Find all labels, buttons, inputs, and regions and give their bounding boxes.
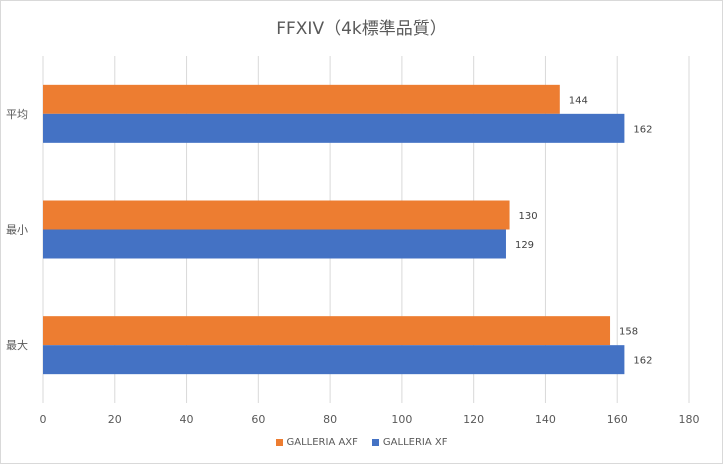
y-category-label: 平均 (6, 108, 28, 121)
x-tick-label: 80 (323, 413, 337, 426)
x-tick-label: 20 (108, 413, 122, 426)
legend-swatch (275, 439, 283, 446)
data-label: 144 (569, 95, 588, 106)
bar (43, 316, 611, 346)
y-category-label: 最小 (6, 224, 28, 237)
x-tick-label: 140 (535, 413, 556, 426)
x-tick-label: 160 (607, 413, 628, 426)
data-label: 129 (515, 240, 534, 251)
legend-label: GALLERIA XF (382, 437, 448, 448)
bar (43, 84, 560, 114)
data-label: 130 (519, 211, 538, 222)
bar (43, 113, 625, 143)
x-tick-label: 100 (391, 413, 412, 426)
y-category-label: 最大 (6, 338, 28, 352)
data-label: 162 (633, 124, 652, 135)
x-tick-label: 120 (463, 413, 484, 426)
legend-label: GALLERIA AXF (286, 437, 358, 448)
x-tick-label: 0 (40, 413, 47, 426)
bar (43, 229, 506, 259)
x-tick-label: 40 (180, 413, 194, 426)
bar (43, 345, 625, 375)
data-label: 162 (633, 356, 652, 367)
legend-item: GALLERIA XF (371, 437, 448, 448)
bar (43, 200, 510, 230)
chart-title: FFXIV（4k標準品質） (276, 19, 447, 39)
data-label: 158 (619, 327, 638, 338)
x-tick-label: 180 (679, 413, 700, 426)
x-tick-label: 60 (251, 413, 265, 426)
legend-swatch (371, 439, 379, 446)
legend: GALLERIA AXF GALLERIA XF (0, 437, 723, 448)
legend-item: GALLERIA AXF (275, 437, 358, 448)
